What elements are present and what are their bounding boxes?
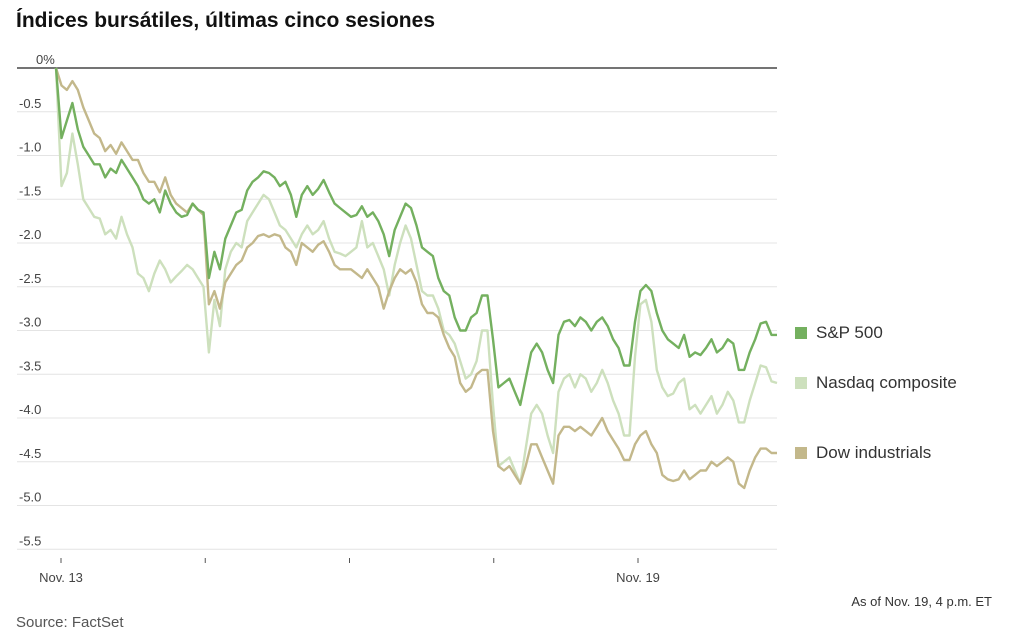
series-dow-line <box>54 67 777 490</box>
legend-item-dow: Dow industrials <box>795 443 931 463</box>
y-tick-label: 0% <box>36 52 55 67</box>
y-tick-label: -4.0 <box>19 402 41 417</box>
y-tick-label: -5.5 <box>19 533 41 548</box>
legend-swatch-dow <box>795 447 807 459</box>
source-note: Source: FactSet <box>16 614 124 631</box>
legend-item-nasdaq: Nasdaq composite <box>795 373 957 393</box>
legend-label-dow: Dow industrials <box>816 443 932 462</box>
legend-label-nasdaq: Nasdaq composite <box>816 373 957 392</box>
series-sp500-line <box>54 67 777 407</box>
x-tick-label: Nov. 19 <box>616 570 660 585</box>
y-tick-label: -3.0 <box>19 315 41 330</box>
gridlines <box>17 67 777 550</box>
x-tick-label: Nov. 13 <box>39 570 83 585</box>
y-tick-label: -0.5 <box>19 96 41 111</box>
y-tick-label: -1.5 <box>19 183 41 198</box>
series-nasdaq-line <box>54 67 778 485</box>
y-tick-label: -2.0 <box>19 227 41 242</box>
y-tick-label: -4.5 <box>19 446 41 461</box>
series-lines <box>54 67 778 490</box>
legend-swatch-nasdaq <box>795 377 807 389</box>
legend-label-sp500: S&P 500 <box>816 323 883 342</box>
y-tick-label: -2.5 <box>19 271 41 286</box>
y-tick-label: -1.0 <box>19 140 41 155</box>
x-axis-ticks: Nov. 13 Nov. 19 <box>39 558 660 585</box>
y-tick-label: -3.5 <box>19 358 41 373</box>
legend-swatch-sp500 <box>795 327 807 339</box>
legend-item-sp500: S&P 500 <box>795 323 883 343</box>
timestamp-note: As of Nov. 19, 4 p.m. ET <box>851 594 992 609</box>
y-tick-label: -5.0 <box>19 490 41 505</box>
y-axis-ticks: 0% -0.5 -1.0 -1.5 -2.0 -2.5 -3.0 -3.5 -4.0 -4.5 -5… <box>19 52 55 548</box>
chart-title: Índices bursátiles, últimas cinco sesion… <box>16 9 435 32</box>
